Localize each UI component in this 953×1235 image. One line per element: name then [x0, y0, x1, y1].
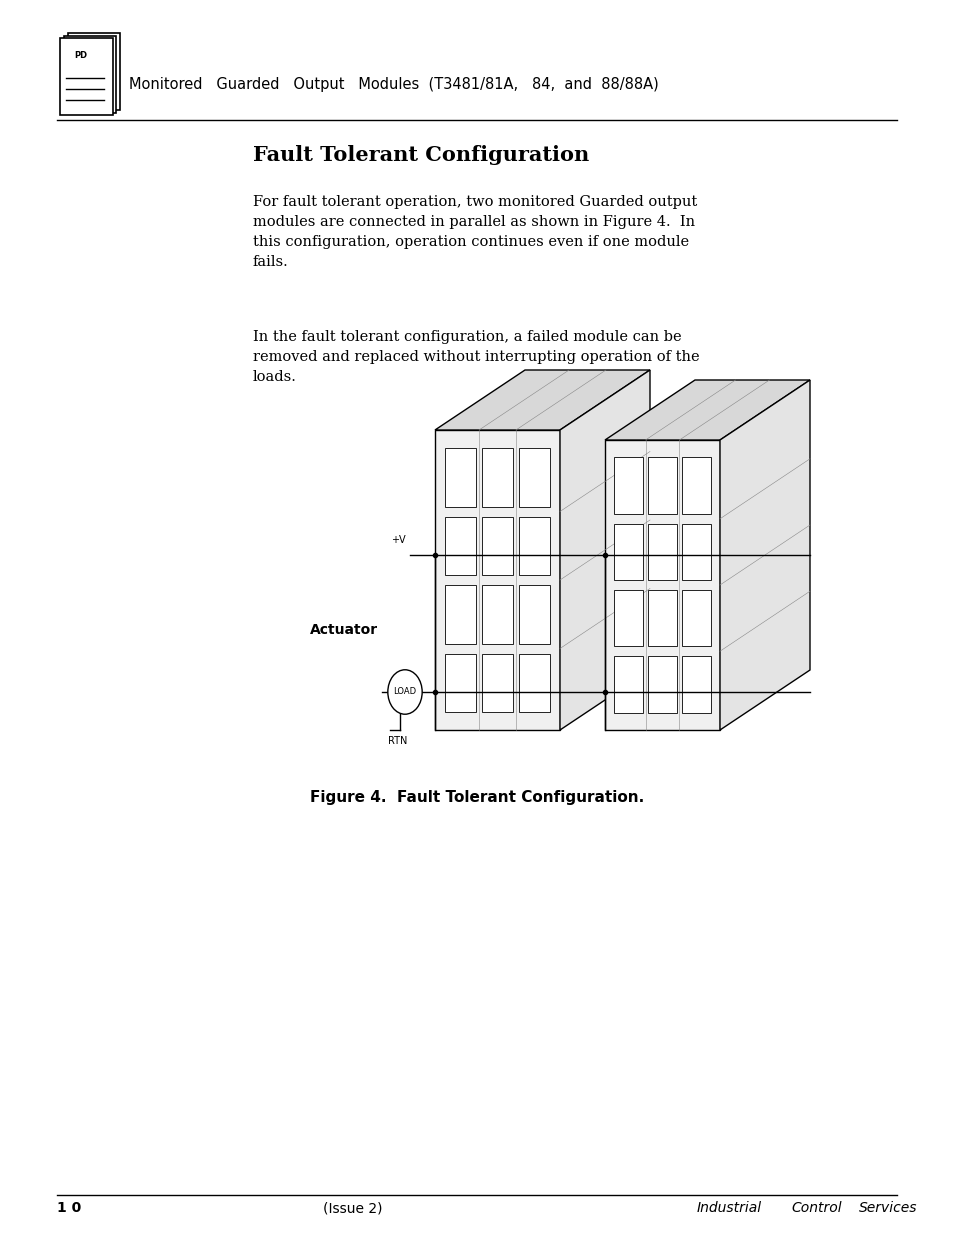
Text: Industrial: Industrial — [696, 1200, 760, 1215]
Circle shape — [388, 669, 422, 714]
Bar — [614, 656, 642, 713]
Text: RTN: RTN — [388, 736, 407, 746]
Text: Figure 4.  Fault Tolerant Configuration.: Figure 4. Fault Tolerant Configuration. — [310, 790, 643, 805]
Bar — [518, 516, 550, 576]
Polygon shape — [604, 440, 720, 730]
FancyBboxPatch shape — [64, 36, 116, 112]
Polygon shape — [604, 380, 809, 440]
Text: Module 1: Module 1 — [506, 401, 578, 415]
Bar — [647, 457, 677, 514]
Bar — [481, 653, 513, 713]
Bar — [518, 585, 550, 643]
Bar — [614, 457, 642, 514]
Polygon shape — [720, 380, 809, 730]
Bar — [481, 516, 513, 576]
FancyBboxPatch shape — [68, 33, 120, 110]
Bar — [444, 653, 476, 713]
Text: Services: Services — [858, 1200, 916, 1215]
Text: PD: PD — [74, 51, 88, 61]
Polygon shape — [435, 370, 649, 430]
Polygon shape — [435, 430, 559, 730]
Bar — [481, 448, 513, 506]
Text: Actuator: Actuator — [310, 622, 377, 637]
Bar — [481, 585, 513, 643]
Text: +V: +V — [390, 535, 405, 545]
Bar — [647, 590, 677, 646]
FancyBboxPatch shape — [60, 38, 112, 115]
Bar — [647, 524, 677, 580]
Bar — [614, 524, 642, 580]
Text: For fault tolerant operation, two monitored Guarded output
modules are connected: For fault tolerant operation, two monito… — [253, 195, 697, 269]
Bar — [444, 448, 476, 506]
Bar — [681, 656, 710, 713]
Bar — [444, 585, 476, 643]
Bar — [681, 590, 710, 646]
Text: In the fault tolerant configuration, a failed module can be
removed and replaced: In the fault tolerant configuration, a f… — [253, 330, 699, 384]
Text: Control: Control — [791, 1200, 841, 1215]
Bar — [518, 653, 550, 713]
Bar — [444, 516, 476, 576]
Bar — [518, 448, 550, 506]
Bar — [614, 590, 642, 646]
Text: (Issue 2): (Issue 2) — [323, 1200, 382, 1215]
Polygon shape — [559, 370, 649, 730]
Text: Fault Tolerant Configuration: Fault Tolerant Configuration — [253, 144, 588, 165]
Text: Module 2: Module 2 — [671, 406, 742, 420]
Text: Monitored   Guarded   Output   Modules  (T3481/81A,   84,  and  88/88A): Monitored Guarded Output Modules (T3481/… — [129, 78, 658, 93]
Bar — [647, 656, 677, 713]
Text: 1 0: 1 0 — [57, 1200, 81, 1215]
Bar — [681, 457, 710, 514]
Text: LOAD: LOAD — [393, 688, 416, 697]
Bar — [681, 524, 710, 580]
